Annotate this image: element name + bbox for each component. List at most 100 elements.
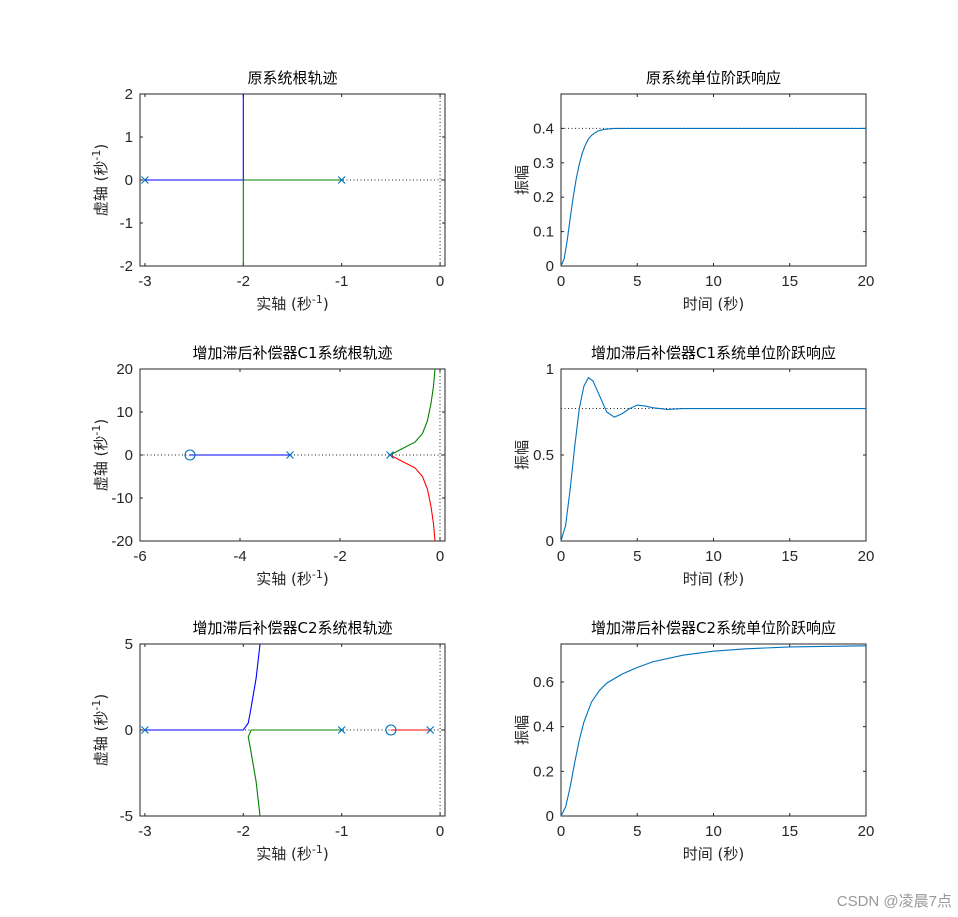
rl-c2-xtick-label: -3 xyxy=(138,823,151,840)
rl-c1-pole-marker xyxy=(386,451,394,459)
step-c2-ylabel: 振幅 xyxy=(513,715,531,745)
step-c1-ytick-label: 0.5 xyxy=(533,447,554,464)
step-c1-xtick-label: 5 xyxy=(633,548,641,565)
rl-c1-ytick-label: 10 xyxy=(116,404,133,421)
step-orig-series-0 xyxy=(560,127,866,267)
rl-orig-ytick-label: 1 xyxy=(125,129,133,146)
rl-orig-ylabel-text: 虚轴 (秒 xyxy=(92,161,110,217)
rl-c1-ylabel-text: 虚轴 (秒 xyxy=(92,436,110,492)
rl-c1-ylabel-sup: -1 xyxy=(90,425,103,436)
rl-c2-pole-marker xyxy=(141,726,149,734)
rl-c2-zero-marker xyxy=(385,724,397,736)
step-c2-series-0 xyxy=(560,645,867,817)
rl-c1-series-1 xyxy=(389,368,436,456)
step-c1-axes-box xyxy=(560,368,867,542)
step-c1-ytick-label: 1 xyxy=(546,361,554,378)
step-orig-ylabel: 振幅 xyxy=(513,165,531,195)
rl-orig-xlabel-end: ) xyxy=(323,295,329,313)
step-c1-xtick-label: 10 xyxy=(705,548,722,565)
rl-orig-ytick-label: -1 xyxy=(120,215,133,232)
step-c2-xtick-label: 0 xyxy=(557,823,565,840)
rl-c2-ytick-label: 5 xyxy=(125,636,133,653)
step-orig-title: 原系统单位阶跃响应 xyxy=(646,69,781,87)
step-c1-title: 增加滞后补偿器C1系统单位阶跃响应 xyxy=(591,344,836,362)
step-c2-ytick-label: 0.6 xyxy=(533,674,554,691)
step-orig-ytick-label: 0.3 xyxy=(533,155,554,172)
step-c2-xtick-label: 20 xyxy=(858,823,875,840)
step-orig-ytick-label: 0.1 xyxy=(533,224,554,241)
step-orig-xlabel: 时间 (秒) xyxy=(683,295,744,313)
rl-orig-xtick-label: 0 xyxy=(436,273,444,290)
step-c2-title: 增加滞后补偿器C2系统单位阶跃响应 xyxy=(591,619,836,637)
rl-c2-xtick-label: 0 xyxy=(436,823,444,840)
rl-c2-series-1 xyxy=(247,729,342,817)
rl-c2-pole-marker xyxy=(426,726,435,734)
rl-c1-pole-marker xyxy=(286,451,294,459)
step-orig-ytick-label: 0.2 xyxy=(533,189,554,206)
step-orig-axes-box xyxy=(560,93,867,267)
step-c2-ytick-label: 0 xyxy=(546,808,554,825)
rl-orig-ytick-label: -2 xyxy=(120,258,133,275)
rl-c1-title: 增加滞后补偿器C1系统根轨迹 xyxy=(192,344,392,362)
rl-orig-ylabel-sup: -1 xyxy=(90,150,103,161)
step-c1-ytick-label: 0 xyxy=(546,533,554,550)
rl-c1-ylabel-end: ) xyxy=(92,419,110,425)
rl-c2-ylabel: 虚轴 (秒-1) xyxy=(90,694,110,766)
rl-c2-xlabel-end: ) xyxy=(323,845,329,863)
rl-c1-xlabel: 实轴 (秒-1) xyxy=(256,568,328,588)
step-orig-xtick-label: 15 xyxy=(781,273,798,290)
step-orig-ytick-label: 0 xyxy=(546,258,554,275)
step-c1-ylabel: 振幅 xyxy=(513,440,531,470)
rl-orig-xlabel: 实轴 (秒-1) xyxy=(256,293,328,313)
rl-orig-xtick-label: -2 xyxy=(237,273,250,290)
rl-orig-ytick-label: 2 xyxy=(125,86,133,103)
rl-c1-ytick-label: 0 xyxy=(125,447,133,464)
step-c2-ytick-label: 0.2 xyxy=(533,763,554,780)
step-c1-xtick-label: 0 xyxy=(557,548,565,565)
rl-c2-xtick-label: -1 xyxy=(335,823,348,840)
rl-orig-xlabel-text: 实轴 (秒 xyxy=(256,295,312,313)
step-c1-xtick-label: 20 xyxy=(858,548,875,565)
rl-c1-xtick-label: -2 xyxy=(333,548,346,565)
step-c1-xtick-label: 15 xyxy=(781,548,798,565)
rl-c2-series-0 xyxy=(144,643,261,731)
rl-orig-pole-marker xyxy=(141,176,149,184)
rl-orig-ylabel: 虚轴 (秒-1) xyxy=(90,144,110,216)
rl-c2-ylabel-end: ) xyxy=(92,694,110,700)
step-c2-xtick-label: 10 xyxy=(705,823,722,840)
rl-c1-xlabel-text: 实轴 (秒 xyxy=(256,570,312,588)
rl-orig-series-1 xyxy=(242,179,342,266)
rl-c1-ytick-label: -20 xyxy=(111,533,133,550)
rl-c2-ylabel-sup: -1 xyxy=(90,700,103,711)
rl-c2-xlabel: 实轴 (秒-1) xyxy=(256,843,328,863)
step-orig-xtick-label: 0 xyxy=(557,273,565,290)
step-c2-axes-box xyxy=(560,643,867,817)
rl-c2-ytick-label: 0 xyxy=(125,722,133,739)
rl-c1-ylabel: 虚轴 (秒-1) xyxy=(90,419,110,491)
rl-c2-ylabel-text: 虚轴 (秒 xyxy=(92,711,110,767)
rl-c2-xtick-label: -2 xyxy=(237,823,250,840)
rl-orig-ylabel-end: ) xyxy=(92,144,110,150)
rl-c1-xlabel-end: ) xyxy=(323,570,329,588)
step-c1-xlabel: 时间 (秒) xyxy=(683,570,744,588)
rl-c2-xlabel-sup: -1 xyxy=(312,843,323,856)
step-orig-xtick-label: 20 xyxy=(858,273,875,290)
rl-c2-title: 增加滞后补偿器C2系统根轨迹 xyxy=(192,619,392,637)
step-orig-ytick-label: 0.4 xyxy=(533,120,554,137)
rl-c1-zero-marker xyxy=(184,449,196,461)
rl-c2-pole-marker xyxy=(337,726,346,734)
rl-orig-pole-marker xyxy=(337,176,346,184)
watermark: CSDN @凌晨7点 xyxy=(837,893,952,910)
step-c2-xtick-label: 15 xyxy=(781,823,798,840)
rl-c1-series-2 xyxy=(389,454,436,542)
rl-orig-xlabel-sup: -1 xyxy=(312,293,323,306)
rl-orig-xtick-label: -3 xyxy=(138,273,151,290)
rl-c2-ytick-label: -5 xyxy=(120,808,133,825)
